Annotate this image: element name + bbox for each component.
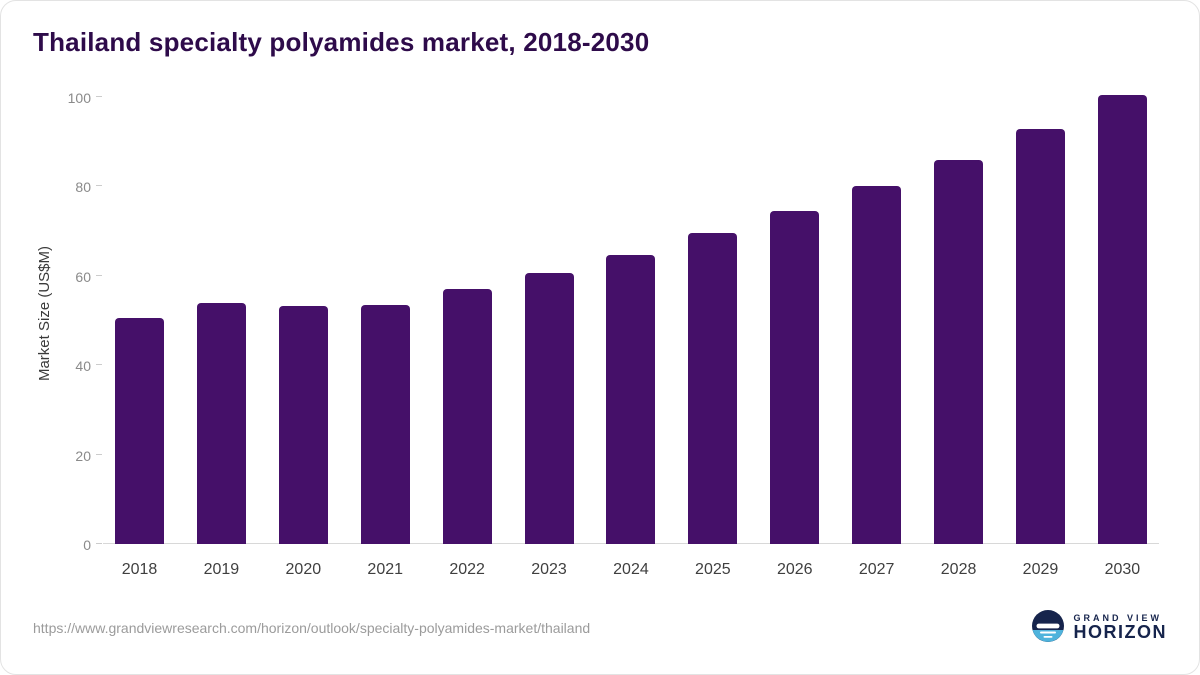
y-tick-mark-40 (96, 364, 102, 366)
bar-2019 (196, 302, 246, 544)
y-tick-label-100: 100 (67, 90, 91, 106)
logo-horizon: HORIZON (1073, 622, 1167, 643)
footer: https://www.grandviewresearch.com/horizo… (1, 588, 1199, 674)
y-axis-title: Market Size (US$M) (35, 246, 53, 382)
bar-2026 (770, 211, 820, 544)
bar-column-2022: 2022 (442, 84, 492, 588)
x-tick-label-2020: 2020 (285, 561, 322, 578)
y-tick-mark-20 (96, 453, 102, 455)
bar-column-2028: 2028 (934, 84, 984, 588)
bar-column-2029: 2029 (1015, 84, 1065, 588)
header: Thailand specialty polyamides market, 20… (1, 1, 1199, 58)
x-tick-label-2024: 2024 (613, 561, 649, 578)
source-url: https://www.grandviewresearch.com/horizo… (33, 620, 591, 636)
bar-2028 (934, 159, 984, 544)
chart-title: Thailand specialty polyamides market, 20… (33, 27, 650, 57)
bar-column-2021: 2021 (360, 84, 410, 588)
bar-2027 (852, 186, 902, 544)
bar-column-2019: 2019 (196, 84, 246, 588)
x-tick-label-2018: 2018 (121, 561, 158, 578)
bar-column-2020: 2020 (278, 84, 328, 588)
y-tick-label-40: 40 (75, 358, 91, 375)
logo-text: GRAND VIEW HORIZON (1074, 613, 1168, 643)
x-tick-label-2027: 2027 (858, 561, 895, 578)
y-tick-label-0: 0 (83, 537, 91, 553)
bar-2030 (1097, 94, 1147, 544)
bar-2018 (115, 318, 164, 544)
y-axis-title-wrap: Market Size (US$M) (29, 84, 59, 544)
x-tick-label-2022: 2022 (449, 561, 485, 578)
x-tick-label-2030: 2030 (1104, 561, 1141, 578)
plot-area: 2018 2019 2020 2021 2022 2023 2024 2025 2026 2027… (96, 84, 1159, 588)
horizon-logo-icon (1031, 609, 1064, 647)
y-tick-label-60: 60 (75, 268, 91, 285)
bars-row: 2018 2019 2020 2021 2022 2023 2024 2025 2026 2027… (103, 84, 1159, 588)
bar-column-2025: 2025 (688, 84, 738, 588)
x-tick-label-2023: 2023 (531, 561, 567, 578)
y-tick-label-80: 80 (75, 179, 91, 196)
y-tick-mark-100 (96, 96, 102, 97)
bar-column-2018: 2018 (115, 84, 164, 588)
bar-2020 (278, 305, 328, 544)
bar-column-2030: 2030 (1097, 84, 1147, 588)
bar-2025 (688, 233, 738, 544)
x-tick-label-2021: 2021 (367, 561, 404, 578)
bar-2022 (442, 289, 492, 544)
bar-column-2027: 2027 (852, 84, 902, 588)
bar-column-2023: 2023 (524, 84, 574, 588)
brand-logo: GRAND VIEW HORIZON (1031, 609, 1168, 647)
bar-column-2024: 2024 (606, 84, 656, 588)
x-tick-label-2025: 2025 (695, 561, 731, 578)
bar-2023 (524, 272, 574, 544)
y-tick-label-20: 20 (75, 447, 91, 464)
bar-2021 (360, 304, 410, 544)
x-tick-label-2029: 2029 (1022, 561, 1059, 578)
y-tick-mark-60 (96, 274, 102, 276)
x-tick-label-2028: 2028 (940, 561, 977, 578)
logo-grand-view: GRAND VIEW (1073, 613, 1162, 624)
x-tick-label-2019: 2019 (203, 561, 240, 578)
bar-column-2026: 2026 (770, 84, 820, 588)
bar-chart: Market Size (US$M) 0 20 40 60 80 100 2018 2019… (1, 84, 1199, 588)
y-tick-mark-0 (96, 543, 102, 544)
y-tick-mark-80 (96, 185, 102, 187)
bar-2024 (606, 254, 656, 544)
x-tick-label-2026: 2026 (776, 561, 813, 578)
bar-2029 (1015, 129, 1065, 544)
y-axis: 0 20 40 60 80 100 (59, 84, 103, 588)
